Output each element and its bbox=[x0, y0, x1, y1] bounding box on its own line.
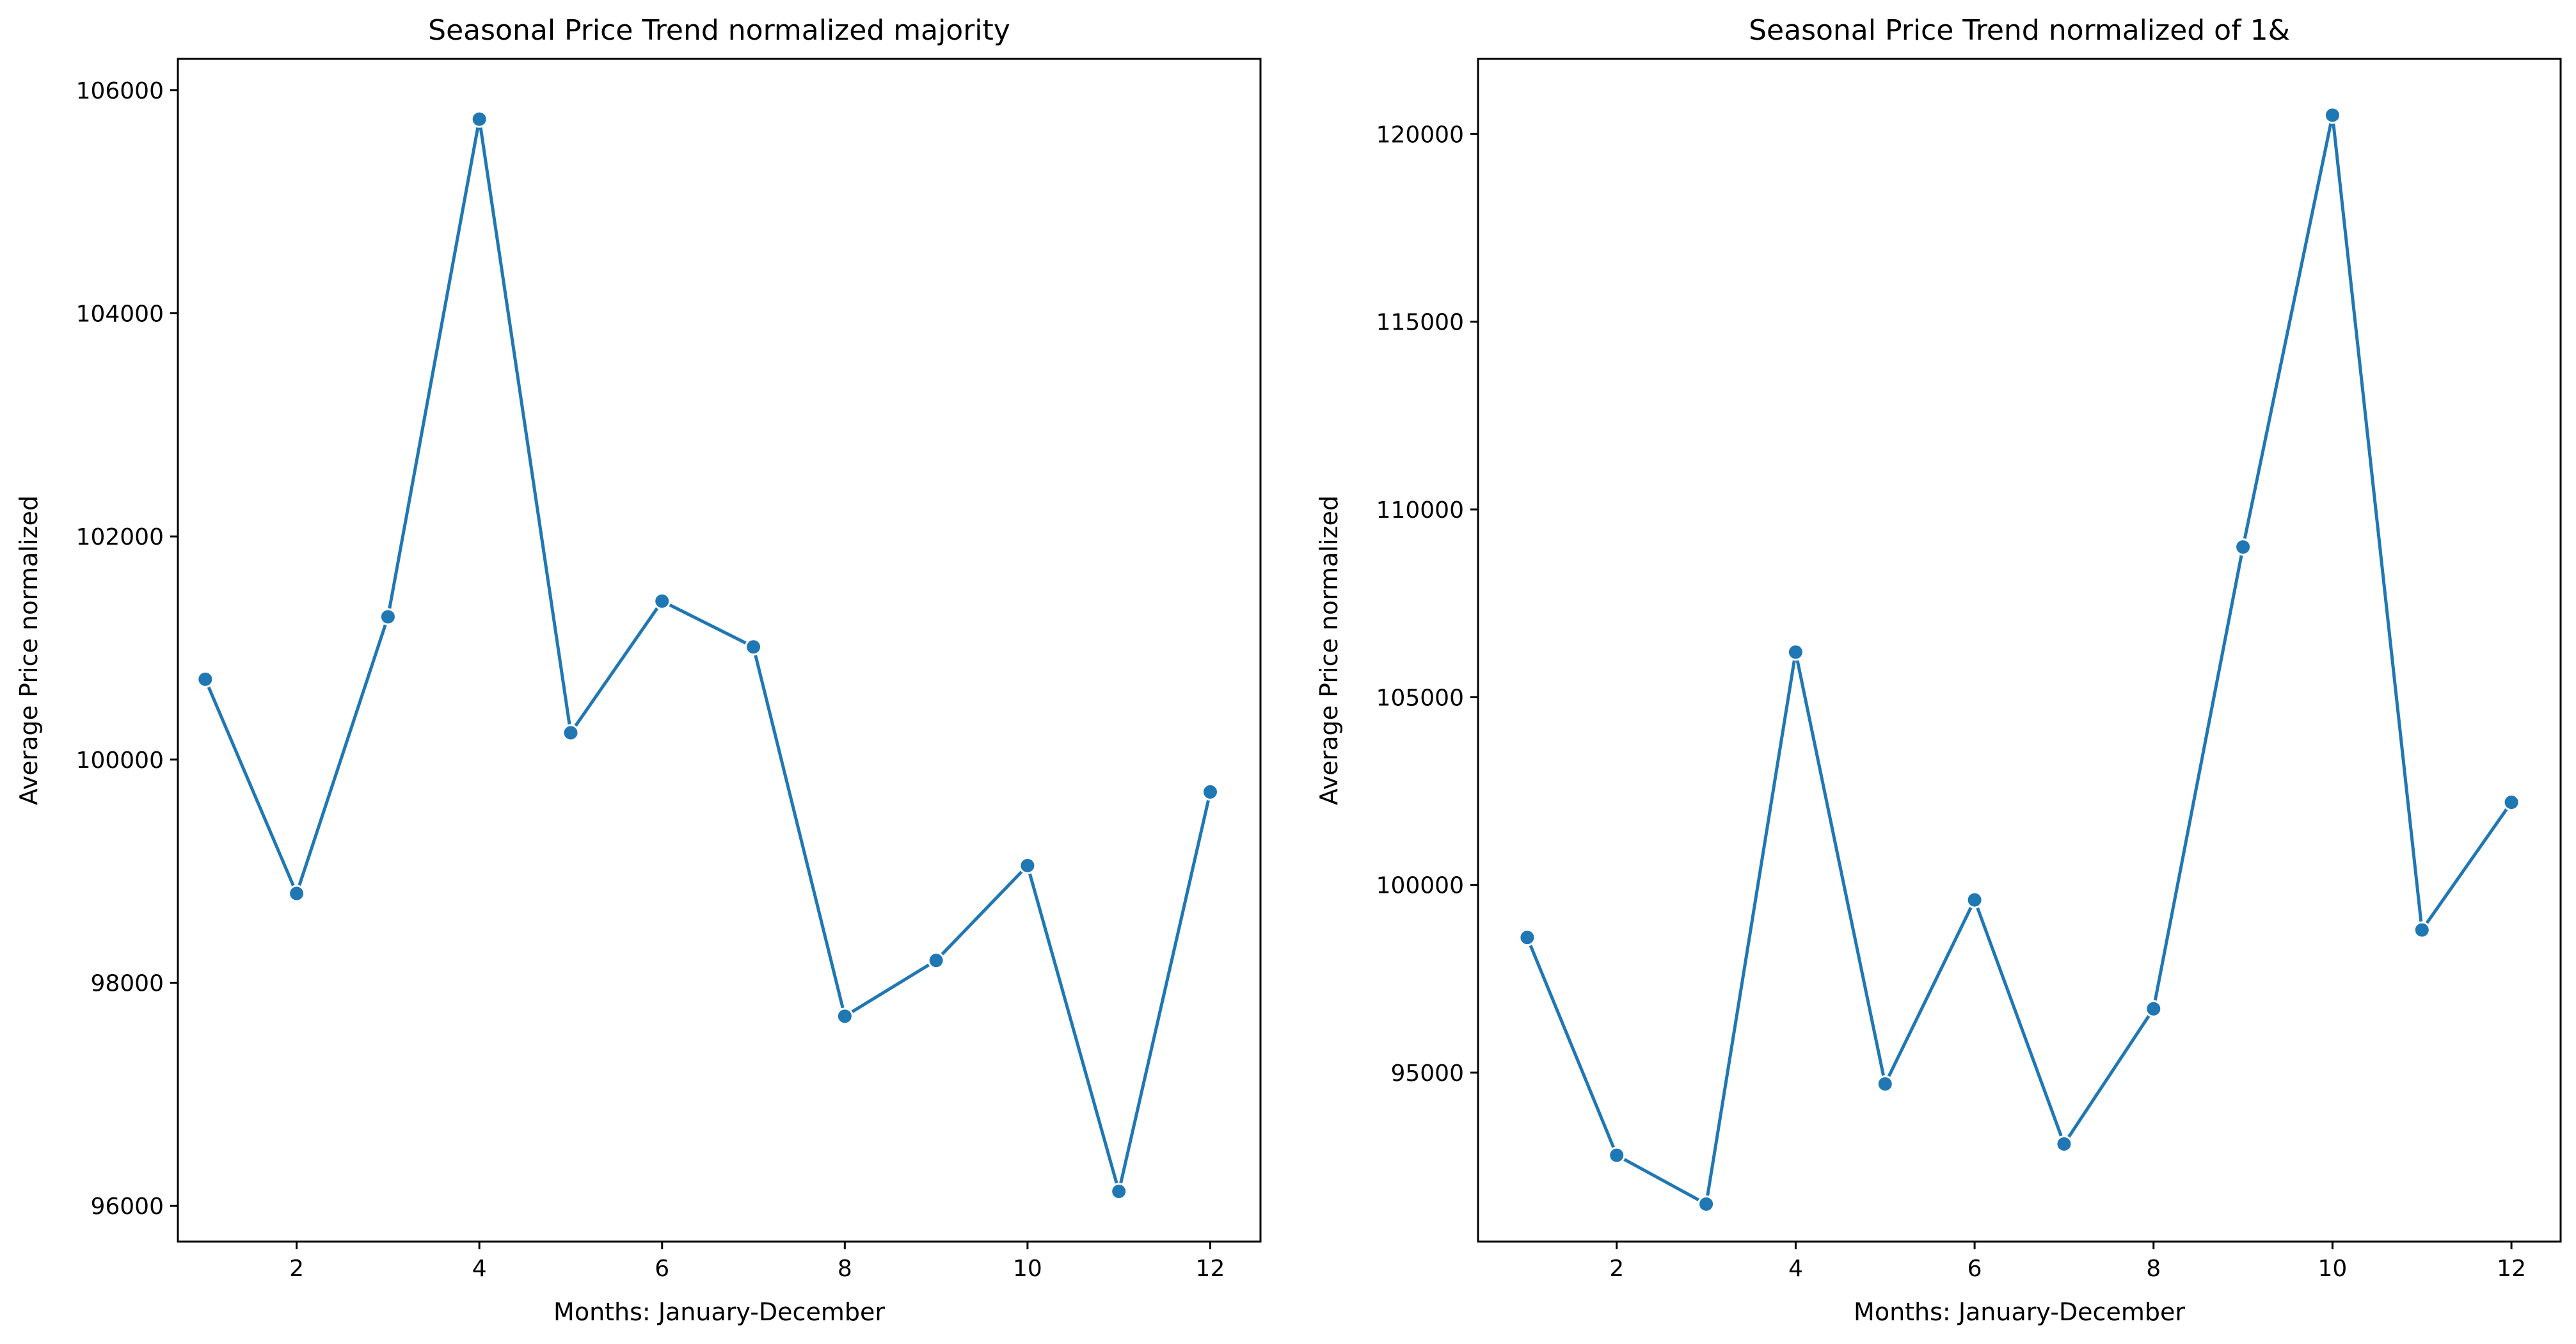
data-point bbox=[836, 1007, 854, 1025]
y-tick-label: 100000 bbox=[1376, 873, 1464, 899]
y-tick-label: 102000 bbox=[76, 524, 164, 550]
chart-title: Seasonal Price Trend normalized majority bbox=[428, 14, 1010, 47]
y-tick-label: 106000 bbox=[76, 78, 164, 104]
data-point bbox=[2323, 106, 2341, 124]
y-axis-label: Average Price normalized bbox=[15, 495, 43, 805]
x-tick-label: 10 bbox=[2318, 1256, 2348, 1282]
y-axis-label: Average Price normalized bbox=[1315, 495, 1343, 805]
chart-title: Seasonal Price Trend normalized of 1& bbox=[1749, 14, 2290, 47]
y-tick-label: 105000 bbox=[1376, 685, 1464, 711]
data-point bbox=[927, 952, 945, 970]
x-tick-label: 12 bbox=[1196, 1256, 1225, 1282]
data-point bbox=[653, 592, 671, 610]
data-point bbox=[196, 670, 214, 688]
right-chart-panel: Seasonal Price Trend normalized of 1&Mon… bbox=[1315, 14, 2562, 1326]
data-point bbox=[1608, 1146, 1626, 1164]
data-point bbox=[745, 638, 763, 656]
data-point bbox=[288, 884, 306, 902]
data-point bbox=[2145, 1000, 2163, 1018]
x-tick-label: 10 bbox=[1013, 1256, 1042, 1282]
x-tick-label: 4 bbox=[1788, 1256, 1803, 1282]
x-tick-label: 2 bbox=[289, 1256, 304, 1282]
x-tick-label: 2 bbox=[1609, 1256, 1624, 1282]
data-point bbox=[470, 110, 488, 128]
data-point bbox=[2502, 794, 2520, 812]
data-point bbox=[2234, 538, 2252, 556]
x-tick-label: 8 bbox=[2146, 1256, 2161, 1282]
y-tick-label: 120000 bbox=[1376, 122, 1464, 148]
x-tick-label: 12 bbox=[2497, 1256, 2526, 1282]
y-tick-label: 100000 bbox=[76, 748, 164, 774]
data-point bbox=[1786, 643, 1804, 661]
data-point bbox=[1201, 783, 1219, 801]
x-tick-label: 4 bbox=[472, 1256, 487, 1282]
data-point bbox=[1518, 929, 1536, 947]
plot-frame bbox=[177, 58, 1262, 1243]
data-point bbox=[1697, 1195, 1715, 1213]
x-tick-label: 6 bbox=[655, 1256, 669, 1282]
data-point bbox=[1019, 856, 1037, 874]
x-tick-label: 6 bbox=[1968, 1256, 1982, 1282]
data-point bbox=[1876, 1075, 1894, 1093]
x-axis-label: Months: January-December bbox=[553, 1298, 885, 1326]
y-tick-label: 98000 bbox=[90, 971, 164, 997]
data-point bbox=[1110, 1183, 1128, 1201]
data-point bbox=[379, 608, 397, 626]
y-tick-label: 95000 bbox=[1390, 1060, 1464, 1087]
y-tick-label: 110000 bbox=[1376, 497, 1464, 524]
y-tick-label: 104000 bbox=[76, 301, 164, 327]
series-line bbox=[1525, 113, 2513, 1206]
left-chart-panel: Seasonal Price Trend normalized majority… bbox=[15, 14, 1262, 1326]
y-tick-label: 115000 bbox=[1376, 310, 1464, 336]
data-point bbox=[2055, 1135, 2073, 1153]
x-tick-label: 8 bbox=[838, 1256, 852, 1282]
plot-frame bbox=[1477, 58, 2562, 1243]
x-axis-label: Months: January-December bbox=[1854, 1298, 2185, 1326]
data-point bbox=[562, 724, 580, 742]
data-point bbox=[1966, 891, 1984, 909]
data-point bbox=[2413, 921, 2431, 939]
series-line bbox=[203, 117, 1212, 1194]
y-tick-label: 96000 bbox=[90, 1194, 164, 1220]
